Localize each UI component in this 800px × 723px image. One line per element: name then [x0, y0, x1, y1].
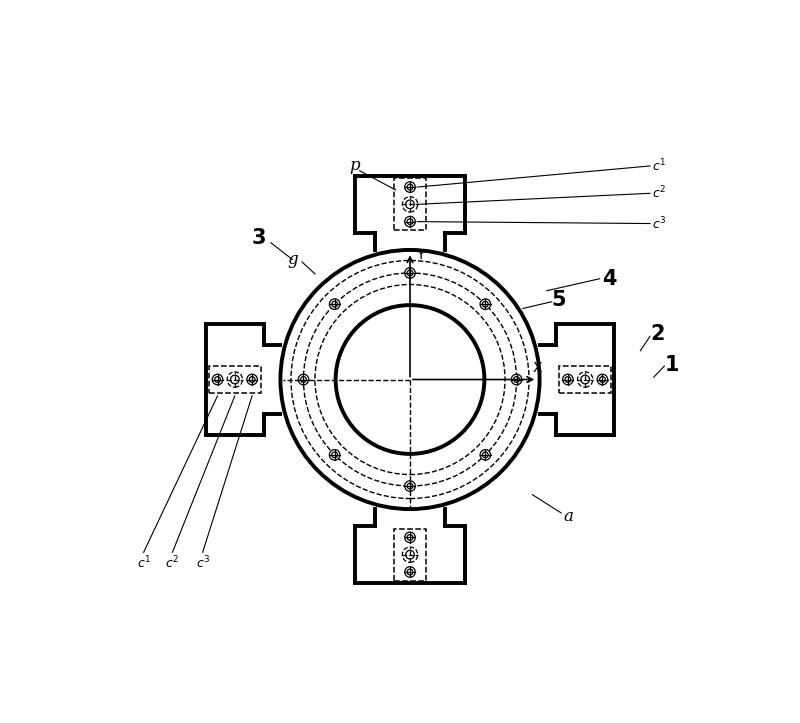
Bar: [355, 176, 465, 267]
Circle shape: [578, 372, 593, 388]
Circle shape: [330, 299, 340, 309]
Circle shape: [405, 268, 415, 278]
Circle shape: [405, 481, 415, 492]
Text: X: X: [532, 361, 542, 375]
Circle shape: [405, 181, 415, 192]
Text: $c^2$: $c^2$: [652, 185, 666, 202]
Circle shape: [405, 567, 415, 577]
Bar: [355, 492, 465, 583]
Circle shape: [405, 216, 415, 227]
Circle shape: [247, 375, 258, 385]
Circle shape: [511, 375, 522, 385]
Circle shape: [212, 375, 223, 385]
Text: $c^2$: $c^2$: [166, 555, 179, 571]
Bar: [394, 179, 426, 230]
Text: Y: Y: [416, 248, 424, 262]
Text: 5: 5: [551, 291, 566, 310]
Text: $c^3$: $c^3$: [195, 555, 210, 571]
Circle shape: [330, 450, 340, 460]
Circle shape: [298, 375, 309, 385]
Text: 4: 4: [602, 269, 617, 288]
Circle shape: [597, 375, 608, 385]
Text: $c^1$: $c^1$: [652, 158, 666, 174]
Circle shape: [405, 532, 415, 543]
Circle shape: [480, 299, 490, 309]
Circle shape: [227, 372, 242, 388]
Circle shape: [402, 547, 418, 562]
Circle shape: [562, 375, 573, 385]
Text: $c^3$: $c^3$: [652, 215, 666, 232]
Circle shape: [480, 450, 490, 460]
Text: 3: 3: [251, 228, 266, 248]
Bar: [394, 529, 426, 581]
Circle shape: [281, 250, 539, 509]
Text: g: g: [287, 251, 298, 268]
Text: p: p: [350, 158, 360, 174]
Circle shape: [402, 197, 418, 212]
Text: $c^1$: $c^1$: [137, 555, 150, 571]
Bar: [209, 366, 261, 393]
Circle shape: [336, 305, 484, 454]
Text: 2: 2: [650, 324, 665, 344]
Text: a: a: [563, 508, 574, 525]
Bar: [559, 366, 611, 393]
Text: 1: 1: [664, 355, 679, 375]
Bar: [522, 325, 614, 435]
Bar: [206, 325, 298, 435]
